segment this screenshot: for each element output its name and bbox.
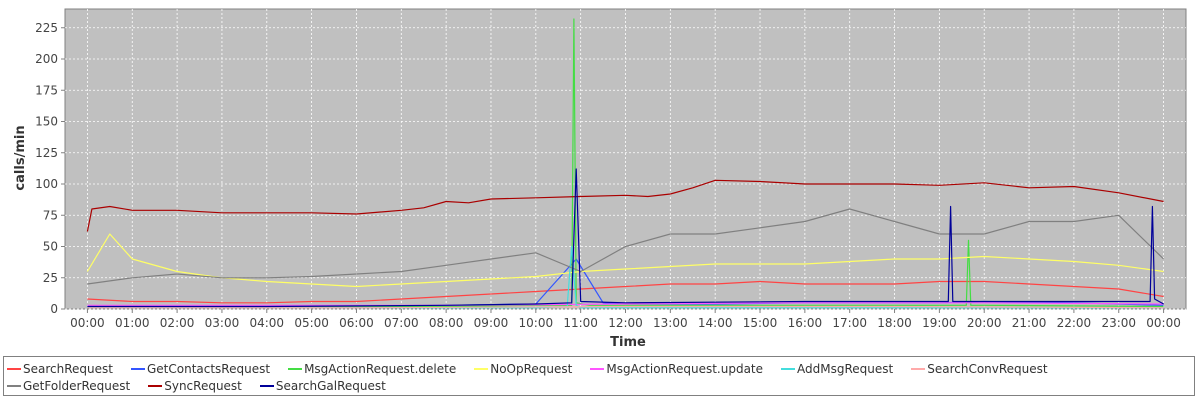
legend-item: SearchGalRequest	[259, 377, 386, 394]
x-tick-label: 02:00	[160, 316, 195, 330]
x-tick-label: 03:00	[205, 316, 240, 330]
legend-label: SearchGalRequest	[275, 378, 386, 393]
legend-item: MsgActionRequest.delete	[288, 360, 456, 377]
line-chart: 0 25 50 75 100 125 150 175 200 225 00:00 01:00 02:0…	[13, 8, 1187, 350]
x-tick-label: 06:00	[339, 316, 374, 330]
x-tick-label: 07:00	[384, 316, 419, 330]
x-tick-label: 16:00	[788, 316, 823, 330]
x-tick-label: 19:00	[922, 316, 957, 330]
legend-label: AddMsgRequest	[797, 361, 894, 376]
series-line-searchconvrequest	[87, 305, 1164, 309]
legend-swatch	[7, 384, 21, 387]
legend-item: SearchConvRequest	[911, 360, 1048, 377]
x-tick-label: 10:00	[519, 316, 554, 330]
legend-label: MsgActionRequest.delete	[304, 361, 457, 376]
legend-swatch	[288, 367, 303, 370]
series-line-searchrequest	[87, 280, 1164, 304]
x-tick-label: 18:00	[877, 316, 912, 330]
x-tick-label: 23:00	[1101, 316, 1136, 330]
legend-swatch	[130, 367, 145, 370]
legend-swatch	[259, 384, 274, 387]
legend-label: NoOpRequest	[490, 361, 573, 376]
y-tick-label: 75	[43, 208, 58, 222]
series-line-syncrequest	[86, 179, 1164, 232]
x-tick-label: 17:00	[832, 316, 867, 330]
y-tick-label: 0	[50, 302, 58, 316]
y-tick-label: 150	[35, 115, 58, 129]
x-tick-label: 20:00	[967, 316, 1002, 330]
x-axis: 00:00 01:00 02:00 03:00 04:00 05:00 06:00 07:00…	[70, 309, 1181, 330]
x-tick-label: 01:00	[115, 316, 150, 330]
legend-label: SearchRequest	[23, 361, 113, 376]
x-tick-label: 11:00	[563, 316, 598, 330]
legend-label: MsgActionRequest.update	[606, 361, 764, 376]
y-tick-label: 100	[35, 177, 58, 191]
legend-item: MsgActionRequest.update	[590, 360, 763, 377]
x-axis-title: Time	[610, 335, 646, 350]
x-tick-label: 05:00	[294, 316, 329, 330]
legend-label: SyncRequest	[164, 378, 242, 393]
y-tick-label: 125	[35, 146, 58, 160]
x-tick-label: 00:00	[70, 316, 105, 330]
y-tick-label: 175	[35, 83, 58, 97]
x-tick-label: 22:00	[1057, 316, 1092, 330]
legend-item: GetContactsRequest	[130, 360, 271, 377]
y-tick-label: 50	[43, 240, 58, 254]
legend-swatch	[148, 384, 163, 387]
legend-item: GetFolderRequest	[7, 377, 130, 394]
x-tick-label: 00:00	[1146, 316, 1181, 330]
x-tick-label: 21:00	[1012, 316, 1047, 330]
legend-item: SyncRequest	[148, 377, 242, 394]
legend-swatch	[781, 367, 796, 370]
series-line-searchgalrequest	[87, 168, 1164, 308]
legend-label: GetFolderRequest	[23, 378, 131, 393]
series-line-msgactionrequest-update	[87, 302, 1164, 306]
x-tick-label: 15:00	[743, 316, 778, 330]
x-tick-label: 14:00	[698, 316, 733, 330]
legend-swatch	[911, 367, 926, 370]
legend-item: NoOpRequest	[474, 360, 572, 377]
legend-swatch	[7, 367, 21, 370]
x-tick-label: 08:00	[429, 316, 464, 330]
y-tick-label: 225	[35, 21, 58, 35]
series-line-nooprequest	[86, 233, 1164, 288]
series-layer	[86, 18, 1165, 309]
legend-item: AddMsgRequest	[781, 360, 893, 377]
x-tick-label: 09:00	[474, 316, 509, 330]
series-line-getfolderrequest	[87, 208, 1165, 285]
legend: SearchRequest GetContactsRequest MsgAction…	[3, 356, 1195, 396]
x-tick-label: 13:00	[653, 316, 688, 330]
x-tick-label: 04:00	[249, 316, 284, 330]
legend-item: SearchRequest	[7, 360, 113, 377]
y-axis: 0 25 50 75 100 125 150 175 200 225	[35, 21, 65, 316]
x-tick-label: 12:00	[608, 316, 643, 330]
y-tick-label: 200	[35, 52, 58, 66]
y-axis-title: calls/min	[13, 125, 28, 190]
y-tick-label: 25	[43, 271, 58, 285]
legend-label: SearchConvRequest	[927, 361, 1048, 376]
legend-label: GetContactsRequest	[146, 361, 271, 376]
legend-swatch	[474, 367, 489, 370]
legend-swatch	[590, 367, 605, 370]
